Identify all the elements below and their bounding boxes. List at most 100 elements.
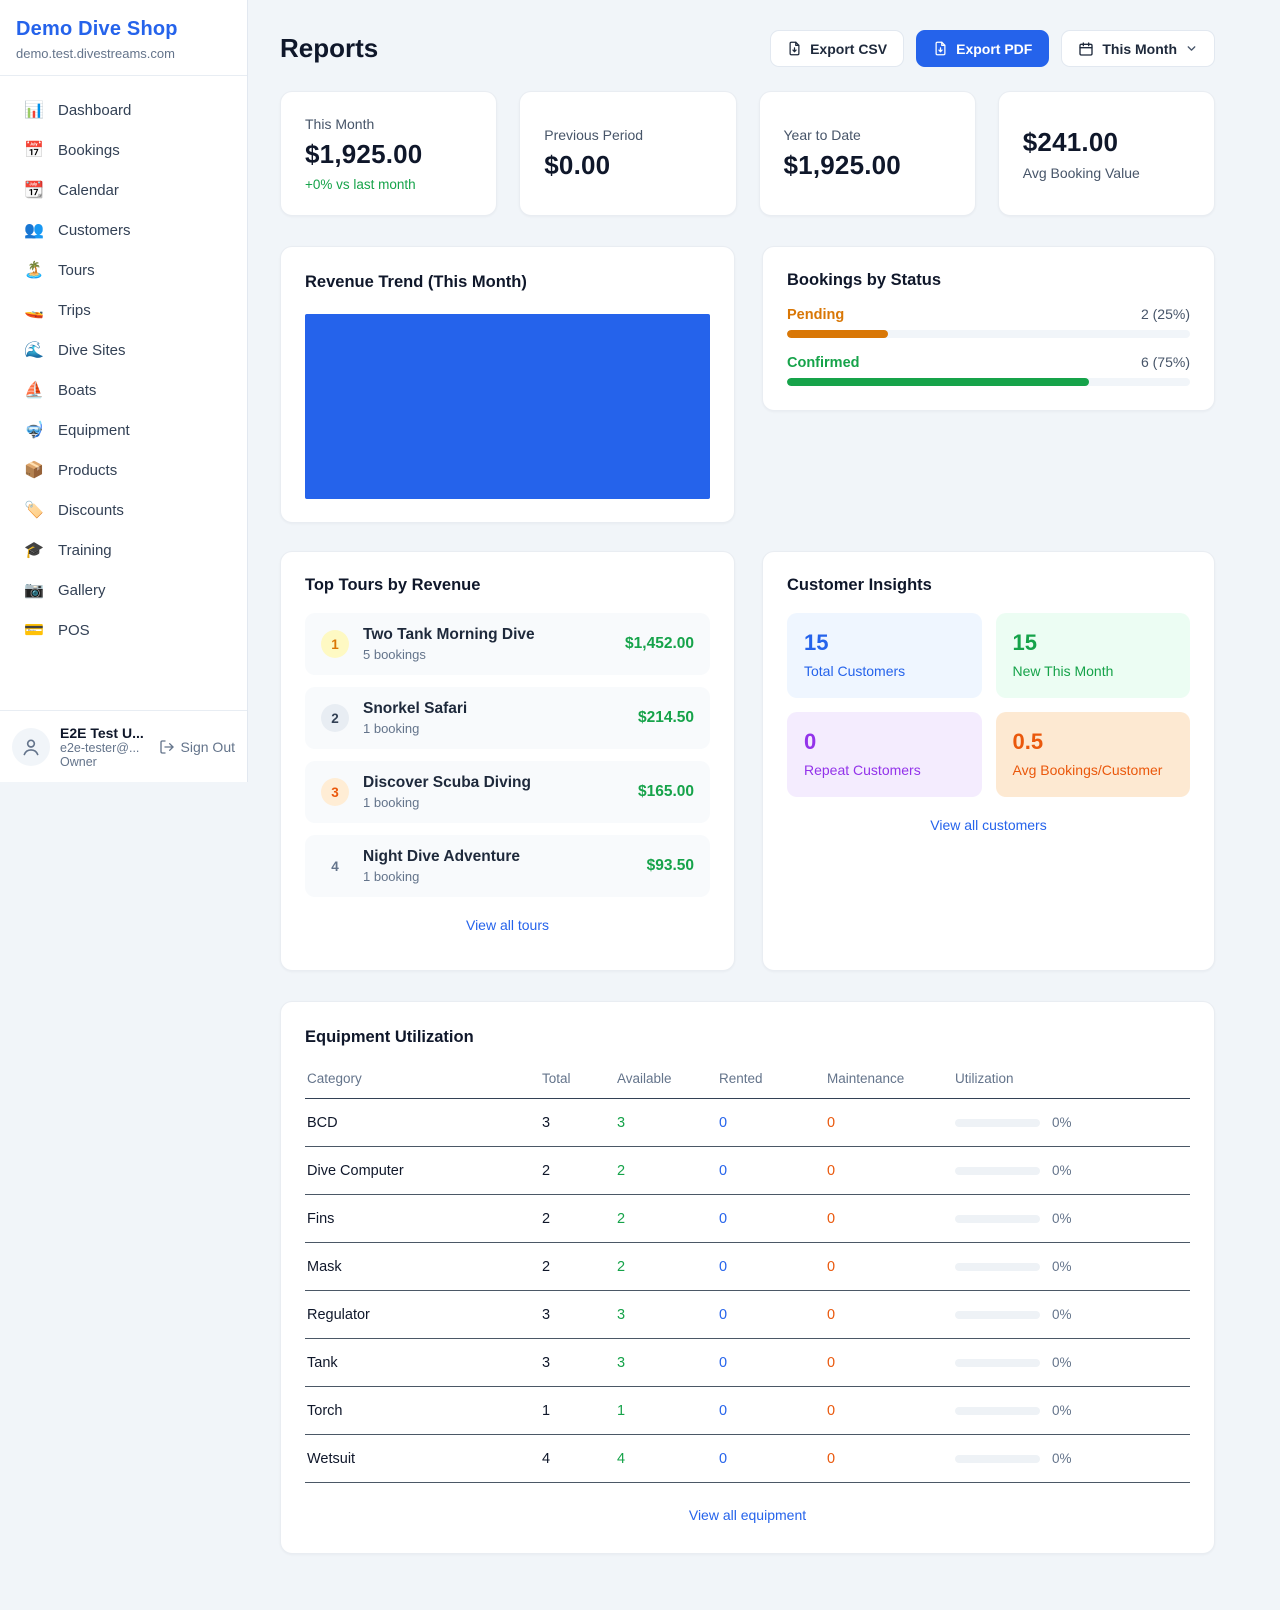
equipment-utilization-title: Equipment Utilization [305,1028,474,1046]
equipment-total: 3 [540,1098,615,1147]
stat-card: Previous Period $0.00 [519,91,737,216]
sidebar-item-label: Equipment [58,421,130,439]
utilization-percent: 0% [1052,1259,1072,1274]
export-csv-button[interactable]: Export CSV [770,30,905,67]
status-value: 2 (25%) [1140,306,1190,322]
sidebar-item[interactable]: 📊 Dashboard [0,90,247,130]
export-pdf-button[interactable]: Export PDF [916,30,1050,67]
equipment-utilization-cell: 0% [953,1194,1190,1243]
view-all-equipment-link[interactable]: View all equipment [688,1507,807,1523]
view-all-tours-link[interactable]: View all tours [465,917,549,933]
training-icon: 🎓 [24,542,44,559]
equipment-available: 2 [615,1146,717,1195]
tour-bookings: 1 booking [363,795,420,810]
period-label: This Month [1102,40,1177,57]
sidebar-item-label: Products [58,461,118,479]
page-header: Reports Export CSV Export PDF This Month [280,30,1215,67]
equipment-utilization-cell: 0% [953,1386,1190,1435]
insight-value: 15 [1012,630,1037,655]
equipment-maintenance: 0 [825,1242,953,1291]
status-row: Pending 2 (25%) [787,306,1190,338]
equipment-utilization-cell: 0% [953,1242,1190,1291]
insight-tile: 15 Total Customers [787,613,982,698]
tour-row: 2 Snorkel Safari 1 booking $214.50 [305,687,710,749]
gallery-icon: 📷 [24,582,44,599]
boats-icon: ⛵ [24,382,44,399]
sidebar-item[interactable]: 📦 Products [0,450,247,490]
sidebar-item[interactable]: 📷 Gallery [0,570,247,610]
equipment-utilization-cell: 0% [953,1098,1190,1147]
main-content: Reports Export CSV Export PDF This Month… [280,0,1215,1554]
sidebar-item[interactable]: 🌊 Dive Sites [0,330,247,370]
sidebar-item[interactable]: 📆 Calendar [0,170,247,210]
stat-card: Year to Date $1,925.00 [758,91,976,216]
bookings-icon: 📅 [24,142,44,159]
tour-revenue: $165.00 [637,783,694,800]
user-role: Owner [60,754,97,769]
utilization-bar-track [955,1262,1040,1271]
equipment-rented: 0 [717,1290,825,1339]
insights-row: Top Tours by Revenue 1 Two Tank Morning … [280,551,1215,971]
stat-label: This Month [305,115,375,132]
calendar-icon [1079,41,1094,56]
sidebar-item[interactable]: 🏷️ Discounts [0,490,247,530]
revenue-trend-title: Revenue Trend (This Month) [305,273,527,291]
shop-domain: demo.test.divestreams.com [16,46,175,61]
insight-grid: 15 Total Customers 15 New This Month 0 R… [787,613,1190,797]
insight-tile: 0 Repeat Customers [787,712,982,797]
utilization-percent: 0% [1052,1115,1072,1130]
stat-label: Avg Booking Value [1022,164,1140,181]
status-bar-track [787,378,1190,386]
sidebar-item-label: Dashboard [58,101,132,119]
view-all-customers-link[interactable]: View all customers [930,817,1047,833]
equipment-rented: 0 [717,1194,825,1243]
sidebar-item[interactable]: 🤿 Equipment [0,410,247,450]
insight-tile: 0.5 Avg Bookings/Customer [995,712,1190,797]
sidebar-item[interactable]: 👥 Customers [0,210,247,250]
sign-out-button[interactable]: Sign Out [159,739,235,755]
logout-icon [159,739,174,754]
utilization-percent: 0% [1052,1163,1072,1178]
insight-value: 15 [804,630,829,655]
customer-insights-title: Customer Insights [787,576,932,594]
sidebar-item[interactable]: 💳 POS [0,610,247,650]
tour-meta: Two Tank Morning Dive 5 bookings [363,626,611,662]
sidebar-item[interactable]: 🎓 Training [0,530,247,570]
status-bar-fill [787,330,888,338]
tour-row: 4 Night Dive Adventure 1 booking $93.50 [305,835,710,897]
equipment-row: Dive Computer 2 2 0 0 0% [305,1146,1190,1195]
tour-meta: Night Dive Adventure 1 booking [363,848,633,884]
status-bar-track [787,330,1190,338]
customers-icon: 👥 [24,222,44,239]
equipment-available: 3 [615,1290,717,1339]
insight-value: 0 [804,729,817,754]
utilization-bar-track [955,1166,1040,1175]
sidebar-item[interactable]: 🏝️ Tours [0,250,247,290]
sidebar-item[interactable]: ⛵ Boats [0,370,247,410]
status-label: Confirmed [787,355,860,371]
sidebar-item-label: Boats [58,381,97,399]
utilization-percent: 0% [1052,1451,1072,1466]
equipment-row: Fins 2 2 0 0 0% [305,1194,1190,1243]
equipment-available: 3 [615,1338,717,1387]
equipment-total: 3 [540,1338,615,1387]
tour-meta: Snorkel Safari 1 booking [363,700,624,736]
equipment-total: 2 [540,1146,615,1195]
equipment-available: 2 [615,1242,717,1291]
sidebar-item-label: Gallery [58,581,106,599]
user-email: e2e-tester@... [60,740,140,755]
col-category: Category [305,1061,540,1099]
stat-card: Avg Booking Value $241.00 [997,91,1215,216]
customer-insights-card: Customer Insights 15 Total Customers 15 … [762,551,1215,971]
status-row: Confirmed 6 (75%) [787,354,1190,386]
top-tours-card: Top Tours by Revenue 1 Two Tank Morning … [280,551,735,971]
stat-label: Year to Date [783,126,861,143]
utilization-bar-track [955,1118,1040,1127]
tour-bookings: 5 bookings [363,647,426,662]
status-line: Confirmed 6 (75%) [787,354,1190,371]
equipment-available: 4 [615,1434,717,1483]
sidebar-item[interactable]: 📅 Bookings [0,130,247,170]
equipment-category: Regulator [305,1290,540,1339]
sidebar-item[interactable]: 🚤 Trips [0,290,247,330]
period-select[interactable]: This Month [1061,30,1215,67]
